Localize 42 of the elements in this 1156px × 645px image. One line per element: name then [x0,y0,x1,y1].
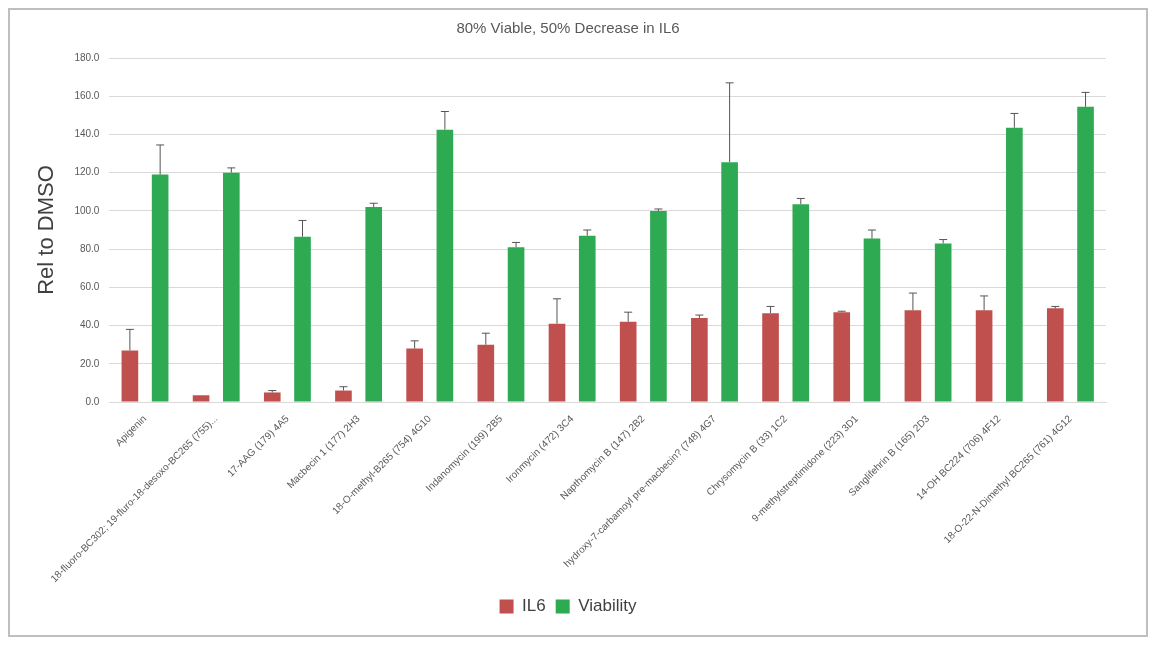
y-tick-label: 20.0 [79,357,100,369]
bar [1046,308,1064,402]
bar [691,317,708,402]
bar [263,392,281,402]
bar [365,207,383,402]
bar [335,390,352,402]
y-tick-label: 120.0 [74,166,100,178]
y-tick-label: 160.0 [74,89,100,101]
bar [721,162,738,402]
bar [1077,106,1094,402]
y-tick-label: 80.0 [79,242,100,254]
bar [121,350,139,402]
bar [975,310,993,402]
legend-label: IL6 [522,596,546,616]
bar [477,344,495,402]
bar [151,174,169,402]
bar [436,129,454,402]
bar [833,312,851,402]
y-tick-label: 180.0 [74,51,100,63]
y-tick-label: 40.0 [79,319,100,331]
bar [192,395,210,402]
bar [294,236,311,402]
bar [762,313,779,402]
y-axis-title: Rel to DMSO [33,165,59,295]
bar [406,348,423,402]
bar [1006,127,1023,402]
bar [223,172,240,402]
bar [863,238,881,402]
bar [578,235,596,402]
bar [548,323,566,402]
bar [792,204,810,402]
y-tick-label: 140.0 [74,128,100,140]
bar [904,310,922,402]
legend-label: Viability [578,596,637,616]
bar [619,321,637,402]
chart-title: 80% Viable, 50% Decrease in IL6 [456,19,680,37]
bar [934,243,952,402]
y-tick-label: 0.0 [85,395,100,407]
bar [650,210,667,402]
y-tick-label: 60.0 [79,281,100,293]
bar [507,247,525,402]
y-tick-label: 100.0 [74,204,100,216]
